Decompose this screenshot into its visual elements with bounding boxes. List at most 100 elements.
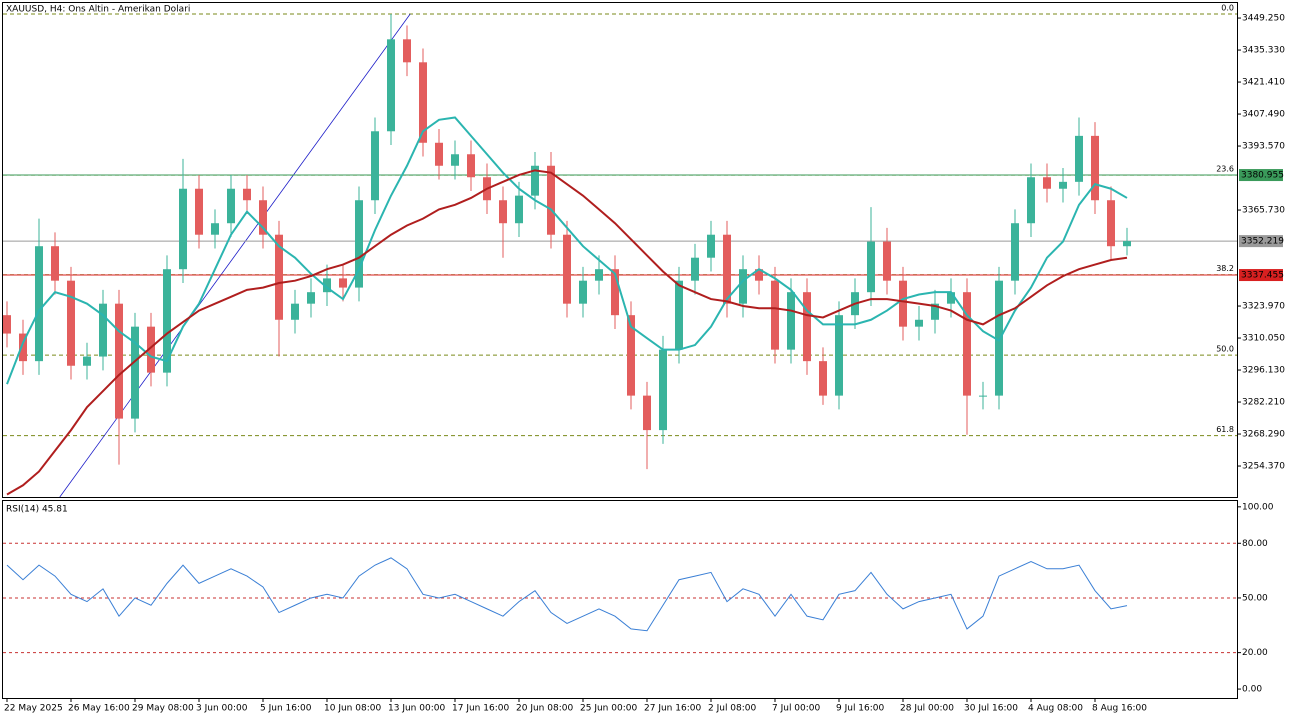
chart-title: XAUUSD, H4: Ons Altin - Amerikan Dolari (6, 5, 190, 15)
candle-body (419, 62, 427, 143)
candle-body (1059, 181, 1067, 189)
candle-body (579, 280, 587, 304)
candle-body (355, 200, 363, 288)
candle-body (51, 246, 59, 281)
rsi-title: RSI(14) 45.81 (6, 505, 68, 515)
fib-label: 50.0 (1216, 345, 1234, 354)
y-tick-label: 3421.410 (1242, 78, 1285, 88)
x-tick-label: 3 Jun 00:00 (196, 704, 248, 714)
x-tick-label: 7 Jul 00:00 (772, 704, 821, 714)
x-tick-label: 9 Jul 16:00 (836, 704, 885, 714)
candle-body (723, 234, 731, 304)
candle-body (323, 278, 331, 293)
y-tick-label: 3435.330 (1242, 46, 1285, 56)
candle-body (371, 131, 379, 201)
y-tick-label: 3254.370 (1242, 462, 1285, 472)
candle-body (195, 188, 203, 235)
x-tick-label: 2 Jul 08:00 (708, 704, 757, 714)
candle-body (611, 269, 619, 316)
candle-body (675, 280, 683, 350)
x-tick-label: 29 May 08:00 (132, 704, 194, 714)
x-tick-label: 30 Jul 16:00 (964, 704, 1018, 714)
candle-body (1123, 241, 1131, 247)
candle-body (1011, 223, 1019, 281)
fib-label: 0.0 (1221, 4, 1234, 13)
y-tick-label: 3296.130 (1242, 366, 1285, 376)
x-tick-label: 20 Jun 08:00 (516, 704, 573, 714)
candle-body (387, 39, 395, 132)
candle-body (979, 395, 987, 397)
candle-body (67, 280, 75, 366)
price-label-box (1239, 169, 1283, 182)
candle-body (707, 234, 715, 258)
fib-label: 61.8 (1216, 425, 1234, 434)
candle-body (451, 154, 459, 166)
price-label-box (1239, 269, 1283, 282)
candle-body (771, 280, 779, 350)
candle-body (403, 39, 411, 63)
candle-body (467, 154, 475, 178)
x-tick-label: 22 May 2025 (4, 704, 63, 714)
candle-body (563, 234, 571, 304)
candle-body (595, 269, 603, 281)
candle-body (131, 326, 139, 419)
x-tick-label: 17 Jun 16:00 (452, 704, 509, 714)
candle-body (547, 165, 555, 235)
price-label: 3352.219 (1241, 237, 1284, 247)
candle-body (803, 292, 811, 362)
candle-body (1043, 177, 1051, 189)
x-tick-label: 26 May 16:00 (68, 704, 130, 714)
candle-body (19, 333, 27, 362)
candle-body (1107, 200, 1115, 247)
x-tick-label: 28 Jul 00:00 (900, 704, 954, 714)
x-tick-label: 13 Jun 00:00 (388, 704, 445, 714)
y-tick-label: 3282.210 (1242, 398, 1285, 408)
candle-body (291, 303, 299, 320)
candle-body (115, 303, 123, 419)
candle-body (515, 195, 523, 224)
candle-body (883, 241, 891, 281)
fib-label: 38.2 (1216, 264, 1234, 273)
fib-label: 23.6 (1216, 165, 1234, 174)
price-label-box (1239, 235, 1283, 248)
candle-body (1075, 135, 1083, 182)
moving-average (6, 116, 1128, 385)
candle-body (835, 315, 843, 396)
candle-body (3, 315, 11, 334)
candle-body (739, 269, 747, 304)
candle-body (179, 188, 187, 270)
candle-body (627, 315, 635, 396)
y-tick-label: 100.00 (1242, 502, 1274, 512)
x-tick-label: 25 Jun 00:00 (580, 704, 637, 714)
candle-body (643, 395, 651, 431)
candle-body (499, 200, 507, 224)
candle-body (99, 303, 107, 357)
y-tick-label: 80.00 (1242, 539, 1268, 549)
y-tick-label: 3268.290 (1242, 430, 1285, 440)
candle-body (931, 303, 939, 320)
rsi-line (6, 557, 1128, 632)
candle-body (755, 269, 763, 281)
x-tick-label: 4 Aug 08:00 (1028, 704, 1083, 714)
candle-body (147, 326, 155, 373)
candle-body (915, 319, 923, 327)
candle-body (259, 200, 267, 235)
y-tick-label: 20.00 (1242, 648, 1268, 658)
candle-body (787, 292, 795, 350)
x-tick-label: 5 Jun 16:00 (260, 704, 312, 714)
candle-body (83, 356, 91, 366)
candle-body (275, 234, 283, 320)
candle-body (995, 280, 1003, 396)
candle-body (963, 292, 971, 396)
rsi-pane-frame (2, 500, 1238, 699)
y-tick-label: 3323.970 (1242, 302, 1285, 312)
moving-average (6, 169, 1128, 496)
price-pane-frame (2, 2, 1238, 498)
y-tick-label: 3310.050 (1242, 334, 1285, 344)
y-tick-label: 0.00 (1242, 685, 1262, 695)
candle-body (435, 142, 443, 166)
price-label: 3337.455 (1241, 271, 1284, 281)
x-tick-label: 27 Jun 16:00 (644, 704, 701, 714)
